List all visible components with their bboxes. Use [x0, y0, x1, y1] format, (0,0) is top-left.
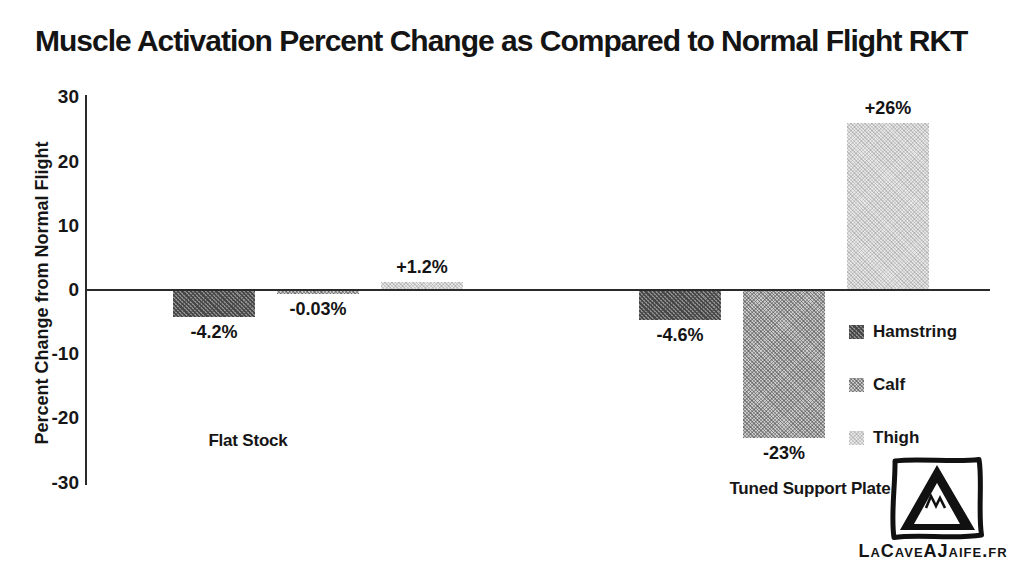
- y-tick--30: -30: [29, 472, 79, 494]
- mountain-triangle-logo: [886, 453, 988, 545]
- bar-label-thigh-flat-stock: +1.2%: [356, 256, 488, 278]
- legend-swatch-hamstring: [849, 325, 864, 339]
- y-tick--10: -10: [29, 343, 79, 365]
- bar-label-calf-flat-stock: -0.03%: [252, 298, 384, 320]
- y-tick-10: 10: [29, 215, 79, 237]
- bar-label-hamstring-flat-stock: -4.2%: [148, 321, 280, 343]
- zero-baseline: [85, 289, 990, 291]
- logo-triangle: [900, 465, 975, 530]
- chart-canvas: Muscle Activation Percent Change as Comp…: [0, 0, 1024, 573]
- chart-title: Muscle Activation Percent Change as Comp…: [35, 24, 967, 58]
- logo-mountain-ridge: [926, 496, 945, 508]
- bar-calf-tuned-support-plate: [743, 290, 825, 438]
- bar-label-thigh-tuned-support-plate: +26%: [822, 97, 954, 119]
- category-label-flat-stock: Flat Stock: [118, 431, 378, 451]
- legend-label-hamstring: Hamstring: [873, 322, 957, 342]
- legend-label-calf: Calf: [873, 375, 905, 395]
- legend-item-hamstring: Hamstring: [849, 322, 957, 342]
- bar-hamstring-flat-stock: [173, 290, 255, 317]
- y-tick-20: 20: [29, 151, 79, 173]
- legend-item-thigh: Thigh: [849, 428, 919, 448]
- bar-thigh-tuned-support-plate: [847, 123, 929, 290]
- bar-label-calf-tuned-support-plate: -23%: [718, 442, 850, 464]
- legend-item-calf: Calf: [849, 375, 905, 395]
- legend-swatch-thigh: [849, 431, 864, 445]
- legend-swatch-calf: [849, 378, 864, 392]
- y-tick-0: 0: [29, 279, 79, 301]
- y-tick--20: -20: [29, 407, 79, 429]
- legend-label-thigh: Thigh: [873, 428, 919, 448]
- bar-hamstring-tuned-support-plate: [639, 290, 721, 320]
- bar-label-hamstring-tuned-support-plate: -4.6%: [614, 324, 746, 346]
- logo-svg: [886, 453, 988, 545]
- watermark-text: LaCaveAJaife.fr: [848, 541, 1018, 562]
- y-tick-30: 30: [29, 86, 79, 108]
